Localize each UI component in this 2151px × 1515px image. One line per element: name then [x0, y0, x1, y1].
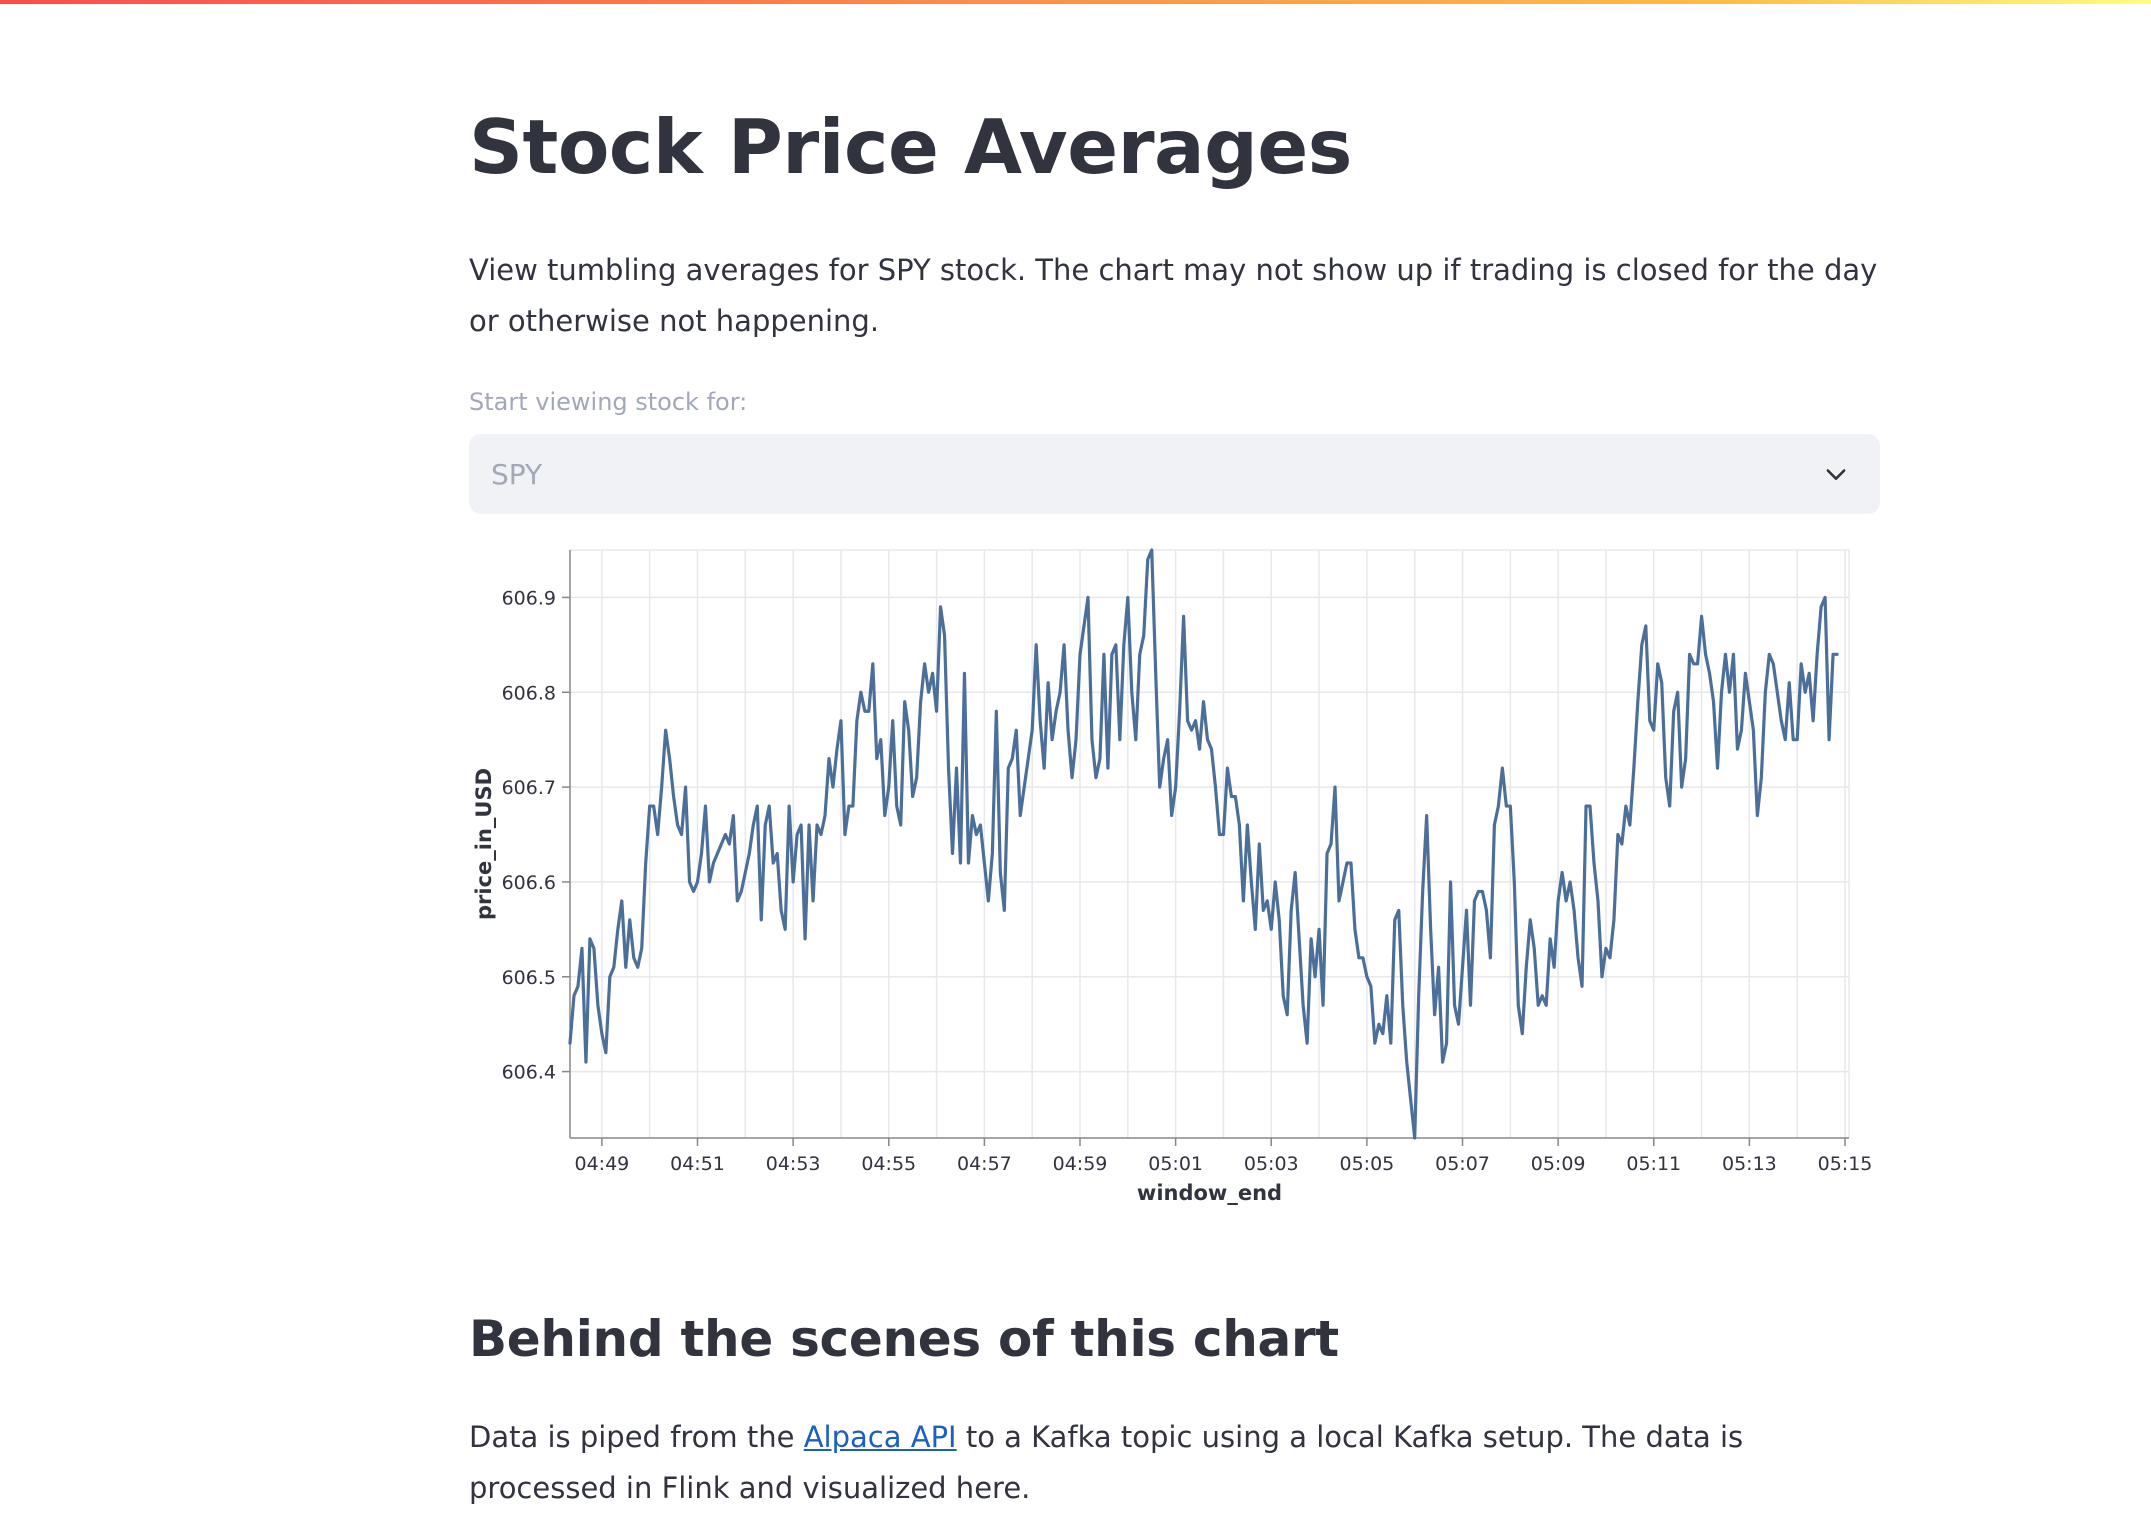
- x-tick-label: 05:03: [1244, 1153, 1299, 1175]
- x-tick-label: 05:15: [1818, 1153, 1873, 1175]
- y-tick-label: 606.8: [502, 682, 556, 704]
- body-text-after: to a Kafka topic using a local Kafka set…: [469, 1420, 1744, 1505]
- x-tick-label: 04:51: [670, 1153, 725, 1175]
- stock-select[interactable]: SPY: [469, 434, 1880, 514]
- price-chart-svg: 606.4 606.5 606.6 606.7 606.8 606.9 04:49 04:51…: [472, 548, 1873, 1205]
- x-axis-title: window_end: [1137, 1181, 1282, 1205]
- x-tick-label: 05:05: [1340, 1153, 1395, 1175]
- alpaca-api-link[interactable]: Alpaca API: [803, 1420, 957, 1454]
- chart-grid: [570, 549, 1850, 1138]
- y-tick-label: 606.4: [502, 1062, 556, 1084]
- top-decoration-bar: [0, 0, 2151, 4]
- price-series-line: [568, 548, 1839, 1140]
- x-tick-label: 04:53: [766, 1153, 821, 1175]
- y-axis-title: price_in_USD: [472, 768, 496, 920]
- body-paragraph: Data is piped from the Alpaca API to a K…: [469, 1412, 1880, 1514]
- y-tick-label: 606.6: [502, 872, 556, 894]
- y-tick-label: 606.5: [502, 967, 556, 989]
- x-tick-label: 05:01: [1148, 1153, 1203, 1175]
- x-tick-label: 04:57: [957, 1153, 1012, 1175]
- x-tick-label: 04:49: [574, 1153, 629, 1175]
- x-tick-label: 05:09: [1531, 1153, 1586, 1175]
- x-tick-label: 05:07: [1435, 1153, 1490, 1175]
- select-label: Start viewing stock for:: [469, 388, 748, 416]
- stock-select-value: SPY: [491, 458, 543, 491]
- page-title: Stock Price Averages: [469, 103, 1352, 191]
- chart-series: [568, 548, 1839, 1140]
- price-chart[interactable]: 606.4 606.5 606.6 606.7 606.8 606.9 04:49 04:51…: [469, 536, 1880, 1226]
- x-tick-label: 04:55: [861, 1153, 916, 1175]
- x-tick-label: 05:13: [1722, 1153, 1777, 1175]
- chart-axes: 606.4 606.5 606.6 606.7 606.8 606.9 04:49 04:51…: [502, 550, 1873, 1175]
- page-description: View tumbling averages for SPY stock. Th…: [469, 253, 1878, 338]
- body-text-before: Data is piped from the: [469, 1420, 804, 1454]
- y-tick-label: 606.9: [502, 587, 556, 609]
- y-tick-label: 606.7: [502, 777, 556, 799]
- chevron-down-icon: [1826, 469, 1846, 480]
- x-tick-label: 05:11: [1626, 1153, 1681, 1175]
- section-title: Behind the scenes of this chart: [469, 1310, 1339, 1368]
- x-tick-label: 04:59: [1053, 1153, 1108, 1175]
